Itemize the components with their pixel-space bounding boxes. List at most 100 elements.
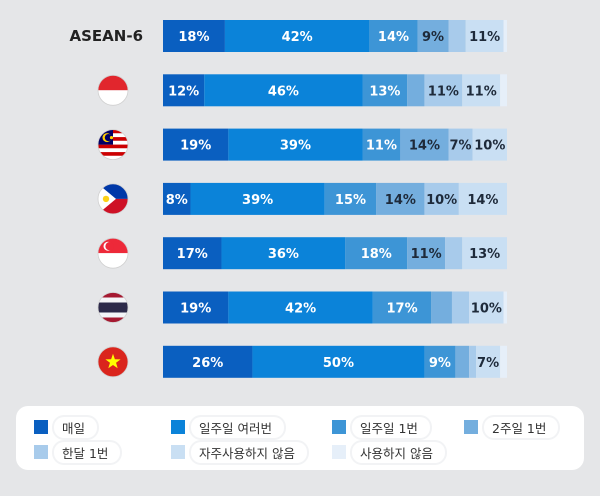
data-label: 10% — [426, 193, 457, 208]
data-label: 39% — [242, 193, 273, 208]
data-label: 15% — [335, 193, 366, 208]
legend-item: 자주사용하지 않음 — [171, 441, 307, 463]
data-label: 50% — [323, 356, 354, 371]
legend-label: 일주일 1번 — [352, 416, 430, 438]
philippines-flag-icon — [97, 183, 129, 215]
data-label: 14% — [385, 193, 416, 208]
data-label: 42% — [282, 30, 313, 45]
indonesia-flag-icon — [97, 74, 129, 106]
bar-segment — [455, 345, 470, 378]
legend-swatch — [171, 445, 185, 459]
thailand-flag-icon — [97, 292, 129, 323]
data-label: 7% — [450, 139, 472, 154]
legend-swatch — [332, 420, 346, 434]
bar-segment — [503, 291, 507, 324]
data-label: 13% — [469, 247, 500, 262]
bar-segment — [472, 128, 507, 161]
data-label: 14% — [378, 30, 409, 45]
legend-label: 자주사용하지 않음 — [191, 441, 307, 463]
data-label: 36% — [268, 247, 299, 262]
bar-segment — [204, 74, 363, 107]
bar-segment — [424, 345, 456, 378]
bar-segment — [500, 74, 507, 107]
bar-segment — [163, 237, 222, 270]
bar-segment — [431, 291, 452, 324]
data-label: 10% — [474, 139, 505, 154]
bar-segment — [163, 20, 225, 52]
bar-segment — [462, 237, 507, 270]
bar-segment — [252, 345, 425, 378]
bar-segment — [417, 20, 449, 52]
data-label: 11% — [469, 30, 500, 45]
data-label: 42% — [285, 302, 316, 317]
bar-segment — [451, 291, 470, 324]
bar-segment — [407, 74, 425, 107]
bar-segment — [503, 20, 507, 52]
legend-item: 2주일 1번 — [464, 416, 559, 438]
bar-segment — [465, 20, 504, 52]
legend-item: 한달 1번 — [34, 441, 121, 463]
data-label: 17% — [387, 302, 418, 317]
bar-segment — [372, 291, 432, 324]
data-label: 39% — [280, 139, 311, 154]
bar-segment — [369, 20, 418, 52]
data-label: 10% — [471, 302, 502, 317]
vietnam-flag-icon — [97, 346, 129, 378]
data-label: 11% — [466, 84, 497, 99]
legend-label: 한달 1번 — [54, 441, 121, 463]
data-label: 46% — [268, 84, 299, 99]
data-label: 14% — [467, 193, 498, 208]
bar-segment — [228, 291, 373, 324]
bar-segment — [469, 345, 477, 378]
legend-item: 일주일 여러번 — [171, 416, 284, 438]
legend-swatch — [34, 445, 48, 459]
data-label: 9% — [422, 30, 444, 45]
legend-label: 일주일 여러번 — [191, 416, 284, 438]
legend-swatch — [332, 445, 346, 459]
bar-segment — [345, 237, 408, 270]
data-label: 14% — [409, 139, 440, 154]
bar-segment — [445, 237, 463, 270]
data-label: 8% — [166, 193, 188, 208]
legend-label: 2주일 1번 — [484, 416, 559, 438]
bar-segment — [407, 237, 446, 270]
legend-swatch — [171, 420, 185, 434]
legend-label: 사용하지 않음 — [352, 441, 445, 463]
data-label: 13% — [369, 84, 400, 99]
bar-segment — [458, 182, 507, 215]
data-label: 19% — [180, 302, 211, 317]
legend-item: 매일 — [34, 416, 98, 438]
bar-segment — [163, 182, 191, 215]
singapore-flag-icon — [97, 237, 129, 269]
bar-segment — [462, 74, 501, 107]
legend-swatch — [464, 420, 478, 434]
bar-segment — [362, 128, 401, 161]
bar-segment — [500, 345, 507, 378]
bar-segment — [163, 128, 229, 161]
bar-segment — [163, 345, 253, 378]
malaysia-flag-icon — [97, 129, 129, 161]
data-label: 7% — [477, 356, 499, 371]
legend-item: 일주일 1번 — [332, 416, 430, 438]
data-label: 18% — [178, 30, 209, 45]
legend-label: 매일 — [54, 416, 98, 438]
data-label: 9% — [429, 356, 451, 371]
bar-segment — [376, 182, 425, 215]
bar-segment — [228, 128, 363, 161]
bar-segment — [424, 182, 459, 215]
data-label: 18% — [361, 247, 392, 262]
data-label: 26% — [192, 356, 223, 371]
bar-segment — [324, 182, 377, 215]
bar-segment — [221, 237, 346, 270]
legend-item: 사용하지 않음 — [332, 441, 445, 463]
data-label: 12% — [168, 84, 199, 99]
bar-segment — [400, 128, 449, 161]
bar-segment — [448, 20, 466, 52]
data-label: 19% — [180, 139, 211, 154]
bar-segment — [190, 182, 325, 215]
bar-segment — [476, 345, 501, 378]
data-label: 11% — [366, 139, 397, 154]
data-label: 11% — [428, 84, 459, 99]
data-label: 17% — [177, 247, 208, 262]
